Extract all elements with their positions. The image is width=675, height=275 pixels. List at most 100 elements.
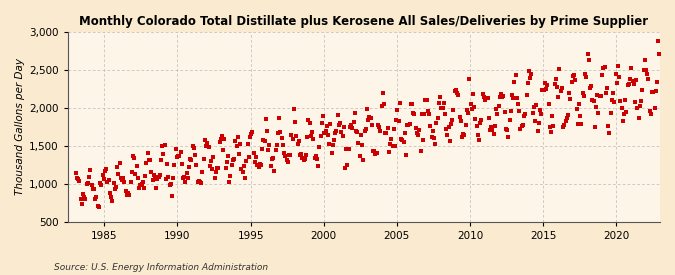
- Point: [129, 156, 140, 160]
- Point: [424, 112, 435, 116]
- Point: [495, 92, 506, 97]
- Point: [608, 90, 618, 95]
- Point: [447, 118, 458, 122]
- Point: [649, 106, 660, 111]
- Point: [605, 110, 616, 115]
- Point: [630, 99, 641, 104]
- Point: [439, 112, 450, 116]
- Point: [304, 120, 315, 125]
- Point: [462, 111, 473, 115]
- Point: [371, 151, 382, 155]
- Point: [651, 80, 662, 84]
- Point: [240, 176, 250, 181]
- Point: [437, 105, 448, 110]
- Point: [521, 93, 532, 98]
- Point: [556, 86, 567, 90]
- Point: [303, 118, 314, 122]
- Point: [161, 177, 171, 182]
- Point: [458, 131, 468, 136]
- Point: [207, 166, 217, 171]
- Point: [280, 154, 291, 159]
- Point: [232, 135, 243, 139]
- Point: [282, 160, 293, 164]
- Point: [107, 199, 117, 203]
- Point: [468, 92, 479, 96]
- Point: [85, 168, 96, 172]
- Point: [498, 94, 509, 98]
- Point: [230, 139, 241, 143]
- Point: [176, 162, 187, 166]
- Point: [72, 176, 82, 181]
- Point: [137, 180, 148, 185]
- Point: [368, 149, 379, 153]
- Point: [575, 114, 586, 118]
- Point: [653, 39, 664, 44]
- Point: [621, 109, 632, 114]
- Point: [185, 157, 196, 161]
- Point: [592, 93, 603, 97]
- Point: [223, 154, 234, 159]
- Point: [510, 73, 521, 78]
- Point: [385, 142, 396, 146]
- Point: [96, 183, 107, 188]
- Point: [212, 166, 223, 170]
- Point: [442, 133, 453, 138]
- Point: [211, 170, 221, 175]
- Point: [194, 178, 205, 183]
- Point: [319, 130, 329, 135]
- Point: [427, 129, 438, 133]
- Point: [267, 156, 277, 161]
- Point: [97, 173, 108, 178]
- Point: [132, 176, 143, 180]
- Point: [128, 154, 138, 158]
- Point: [209, 176, 220, 181]
- Point: [291, 134, 302, 138]
- Point: [423, 109, 433, 113]
- Point: [650, 89, 661, 93]
- Point: [323, 133, 333, 138]
- Point: [317, 120, 327, 125]
- Point: [103, 178, 114, 182]
- Point: [270, 148, 281, 152]
- Point: [512, 96, 522, 101]
- Point: [600, 91, 611, 95]
- Point: [394, 119, 404, 123]
- Point: [647, 89, 657, 94]
- Point: [525, 76, 536, 80]
- Point: [276, 136, 287, 140]
- Point: [380, 131, 391, 135]
- Point: [421, 98, 432, 103]
- Point: [612, 81, 622, 85]
- Point: [122, 192, 132, 197]
- Point: [545, 130, 556, 134]
- Point: [589, 125, 600, 129]
- Point: [583, 57, 594, 62]
- Point: [353, 141, 364, 145]
- Point: [308, 137, 319, 141]
- Point: [82, 180, 93, 185]
- Point: [221, 160, 232, 164]
- Point: [538, 87, 549, 92]
- Point: [180, 180, 191, 184]
- Point: [246, 131, 256, 136]
- Point: [375, 129, 385, 134]
- Point: [391, 117, 402, 122]
- Point: [503, 134, 514, 139]
- Point: [441, 127, 452, 132]
- Point: [114, 160, 125, 165]
- Point: [120, 189, 131, 193]
- Point: [543, 102, 554, 106]
- Point: [527, 110, 538, 115]
- Point: [572, 122, 583, 127]
- Point: [206, 159, 217, 163]
- Point: [486, 125, 497, 130]
- Point: [493, 104, 504, 108]
- Point: [231, 144, 242, 148]
- Point: [277, 143, 288, 147]
- Point: [171, 155, 182, 159]
- Point: [606, 98, 617, 102]
- Text: Source: U.S. Energy Information Administration: Source: U.S. Energy Information Administ…: [54, 263, 268, 272]
- Point: [536, 112, 547, 116]
- Point: [341, 147, 352, 152]
- Point: [412, 133, 423, 137]
